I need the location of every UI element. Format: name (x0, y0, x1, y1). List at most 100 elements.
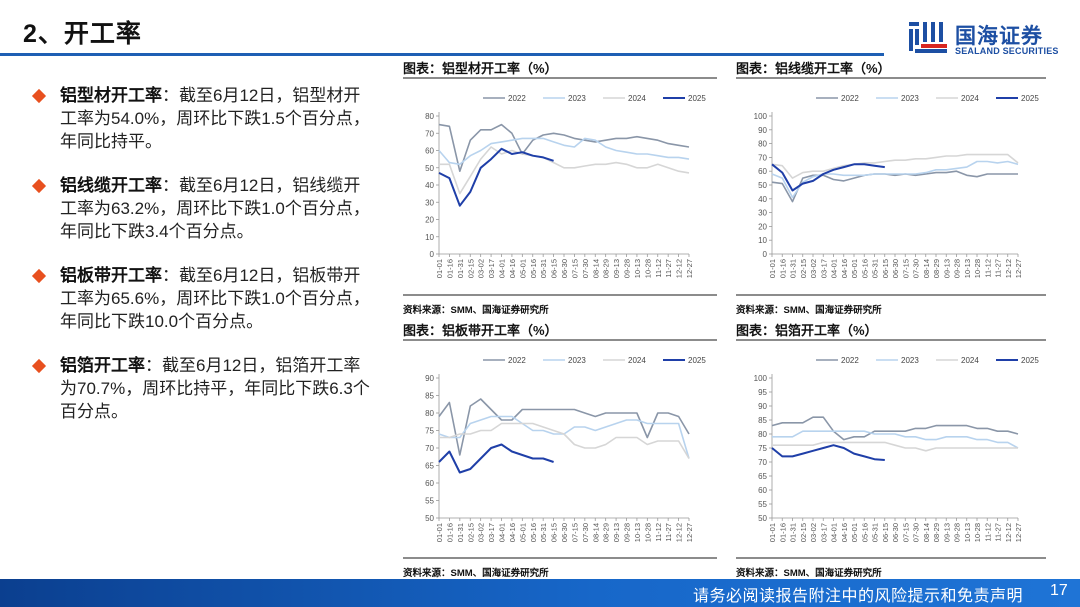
svg-text:80: 80 (758, 430, 767, 439)
svg-text:40: 40 (758, 195, 767, 204)
svg-text:2022: 2022 (508, 356, 526, 365)
svg-text:05-31: 05-31 (539, 259, 548, 278)
svg-text:05-31: 05-31 (871, 259, 880, 278)
svg-text:02-15: 02-15 (466, 259, 475, 278)
series-line-2025 (438, 147, 554, 207)
svg-text:10-13: 10-13 (963, 523, 972, 542)
svg-text:03-02: 03-02 (477, 523, 486, 542)
chart-source: 资料来源：SMM、国海证券研究所 (403, 568, 549, 579)
svg-text:65: 65 (425, 462, 434, 471)
svg-text:70: 70 (425, 444, 434, 453)
svg-text:90: 90 (758, 402, 767, 411)
svg-text:0: 0 (763, 250, 768, 259)
svg-text:12-12: 12-12 (1004, 523, 1013, 542)
svg-text:2022: 2022 (841, 94, 859, 103)
svg-text:05-16: 05-16 (529, 259, 538, 278)
chart-foil-operating-rate: 图表：铝箔开工率（%） 2022 2023 2024 2025 50 55 60 65 70 75… (736, 320, 1046, 579)
svg-text:05-01: 05-01 (518, 259, 527, 278)
footer-bar (0, 579, 1080, 607)
svg-text:2023: 2023 (901, 356, 919, 365)
svg-text:09-28: 09-28 (953, 523, 962, 542)
svg-text:01-16: 01-16 (445, 523, 454, 542)
svg-text:06-15: 06-15 (881, 523, 890, 542)
svg-text:03-02: 03-02 (809, 523, 818, 542)
svg-text:05-16: 05-16 (529, 523, 538, 542)
svg-text:70: 70 (758, 458, 767, 467)
svg-text:2022: 2022 (508, 94, 526, 103)
svg-text:11-27: 11-27 (994, 259, 1003, 278)
bullet-heading: 铝箔开工率 (60, 356, 145, 375)
diamond-bullet-icon (31, 268, 47, 284)
svg-text:12-12: 12-12 (675, 259, 684, 278)
svg-text:85: 85 (425, 392, 434, 401)
diamond-bullet-icon (31, 178, 47, 194)
svg-text:50: 50 (425, 514, 434, 523)
svg-text:60: 60 (425, 479, 434, 488)
svg-text:09-13: 09-13 (612, 523, 621, 542)
chart-divider (403, 557, 717, 559)
svg-text:12-12: 12-12 (675, 523, 684, 542)
svg-text:20: 20 (758, 222, 767, 231)
svg-text:08-29: 08-29 (602, 259, 611, 278)
svg-text:07-15: 07-15 (570, 259, 579, 278)
svg-text:03-17: 03-17 (819, 523, 828, 542)
svg-text:11-27: 11-27 (994, 523, 1003, 542)
svg-text:11-12: 11-12 (983, 523, 992, 542)
svg-text:03-02: 03-02 (477, 259, 486, 278)
svg-text:75: 75 (758, 444, 767, 453)
svg-text:01-31: 01-31 (789, 523, 798, 542)
svg-text:65: 65 (758, 472, 767, 481)
series-line-2022 (771, 170, 1018, 203)
series-line-2024 (439, 422, 690, 459)
bullet-item: 铝箔开工率：截至6月12日，铝箔开工率为70.7%，周环比持平，年同比下跌6.3… (31, 354, 372, 423)
svg-text:10-28: 10-28 (973, 523, 982, 542)
svg-text:11-12: 11-12 (654, 523, 663, 542)
svg-text:04-16: 04-16 (840, 259, 849, 278)
svg-text:01-31: 01-31 (456, 259, 465, 278)
svg-text:05-31: 05-31 (871, 523, 880, 542)
logo-text-en: SEALAND SECURITIES (955, 46, 1059, 56)
svg-text:07-30: 07-30 (912, 259, 921, 278)
svg-text:07-30: 07-30 (581, 523, 590, 542)
svg-text:10-28: 10-28 (643, 523, 652, 542)
svg-text:01-16: 01-16 (778, 259, 787, 278)
series-line-2023 (771, 160, 1019, 199)
company-logo: 国海证券 SEALAND SECURITIES (909, 18, 1069, 58)
series-line-2022 (771, 416, 1019, 441)
footer-disclaimer: 请务必阅读报告附注中的风险提示和免责声明 (693, 588, 1024, 605)
svg-text:80: 80 (425, 112, 434, 121)
svg-text:12-27: 12-27 (685, 259, 694, 278)
chart-divider (736, 339, 1046, 341)
svg-text:10-28: 10-28 (643, 259, 652, 278)
chart-divider (403, 339, 717, 341)
svg-text:06-30: 06-30 (560, 523, 569, 542)
svg-text:11-27: 11-27 (664, 259, 673, 278)
svg-text:06-15: 06-15 (550, 523, 559, 542)
svg-text:08-14: 08-14 (922, 523, 931, 542)
chart-title: 图表：铝箔开工率（%） (736, 323, 878, 338)
svg-text:60: 60 (758, 167, 767, 176)
line-chart: 2022 2023 2024 2025 50 55 60 65 70 75 80 85 90 95 100 0… (754, 356, 1040, 542)
svg-text:07-30: 07-30 (581, 259, 590, 278)
chart-legend: 2022 2023 2024 2025 (816, 94, 1039, 103)
svg-text:30: 30 (758, 209, 767, 218)
svg-text:09-28: 09-28 (623, 523, 632, 542)
svg-text:10: 10 (425, 233, 434, 242)
svg-text:06-15: 06-15 (550, 259, 559, 278)
chart-divider (403, 294, 717, 296)
svg-text:08-14: 08-14 (591, 259, 600, 278)
svg-text:2024: 2024 (961, 356, 979, 365)
svg-text:50: 50 (758, 514, 767, 523)
svg-text:2025: 2025 (1021, 356, 1039, 365)
svg-text:08-14: 08-14 (591, 523, 600, 542)
svg-text:06-30: 06-30 (560, 259, 569, 278)
svg-text:02-15: 02-15 (466, 523, 475, 542)
svg-text:01-31: 01-31 (789, 259, 798, 278)
svg-text:04-01: 04-01 (498, 523, 507, 542)
svg-text:03-17: 03-17 (819, 259, 828, 278)
chart-divider (403, 77, 717, 79)
svg-text:2023: 2023 (568, 356, 586, 365)
svg-text:10-13: 10-13 (633, 523, 642, 542)
